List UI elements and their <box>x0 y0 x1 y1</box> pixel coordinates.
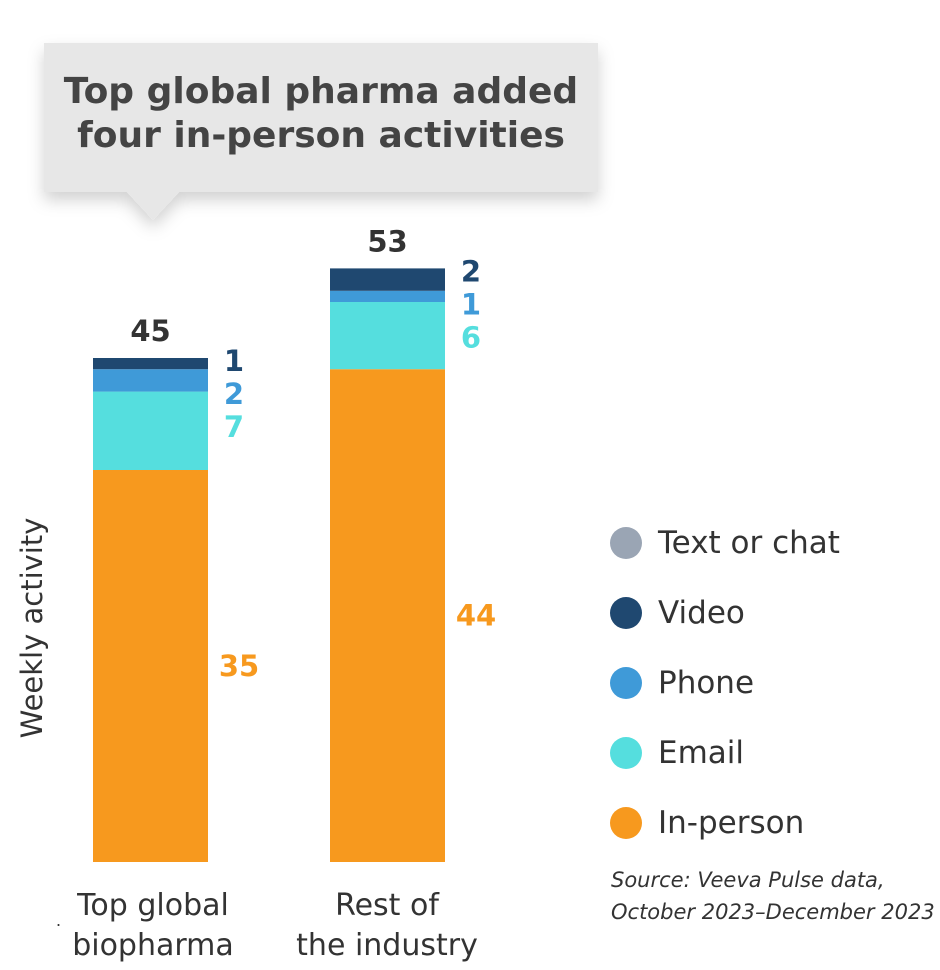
segment-value-label: 35 <box>219 649 259 683</box>
legend-swatch <box>610 737 642 769</box>
callout-box <box>44 43 598 192</box>
bars-layer <box>93 268 445 862</box>
legend-swatch <box>610 667 642 699</box>
x-category-line: Top global <box>77 888 229 923</box>
bar-segment-video <box>330 268 445 291</box>
legend-item-phone: Phone <box>610 648 840 718</box>
segment-value-label: 2 <box>224 377 244 411</box>
legend-swatch <box>610 527 642 559</box>
x-category-label: Rest of the industry <box>267 886 507 966</box>
legend: Text or chat Video Phone Email In-person <box>610 508 840 858</box>
bar-segment-email <box>93 391 208 470</box>
chart-title: Top global pharma added four in-person a… <box>63 71 579 156</box>
legend-item-text-or-chat: Text or chat <box>610 508 840 578</box>
legend-item-in-person: In-person <box>610 788 840 858</box>
x-category-line: the industry <box>296 928 478 963</box>
bar-segment-video <box>93 358 208 370</box>
source-line: October 2023–December 2023 <box>611 900 935 924</box>
bar-segment-in-person <box>93 470 208 862</box>
y-axis-label: Weekly activity <box>15 517 49 739</box>
legend-item-email: Email <box>610 718 840 788</box>
bar-total-label: 45 <box>130 314 170 348</box>
legend-swatch <box>610 597 642 629</box>
bar-total-label: 53 <box>367 224 407 258</box>
legend-label: Text or chat <box>658 525 840 561</box>
bar-segment-phone <box>330 290 445 302</box>
title-callout <box>44 43 598 220</box>
legend-item-video: Video <box>610 578 840 648</box>
stray-mark: . <box>56 910 62 930</box>
segment-value-label: 44 <box>456 599 496 633</box>
legend-label: In-person <box>658 805 805 841</box>
x-category-line: Rest of <box>335 888 439 923</box>
segment-value-label: 1 <box>461 287 481 321</box>
segment-value-label: 2 <box>461 254 481 288</box>
segment-value-label: 7 <box>224 410 244 444</box>
x-category-line: biopharma <box>72 928 234 963</box>
bar-segment-phone <box>93 369 208 392</box>
segment-value-label: 1 <box>224 344 244 378</box>
bar-segment-email <box>330 302 445 370</box>
legend-label: Email <box>658 735 745 771</box>
source-line: Source: Veeva Pulse data, <box>611 868 885 892</box>
legend-label: Video <box>658 595 745 631</box>
segment-value-label: 6 <box>461 320 481 354</box>
x-category-label: Top global biopharma <box>33 886 273 966</box>
legend-swatch <box>610 807 642 839</box>
legend-label: Phone <box>658 665 755 701</box>
callout-pointer <box>126 191 180 220</box>
source-note: Source: Veeva Pulse data, October 2023–D… <box>611 864 935 928</box>
bar-segment-in-person <box>330 369 445 862</box>
